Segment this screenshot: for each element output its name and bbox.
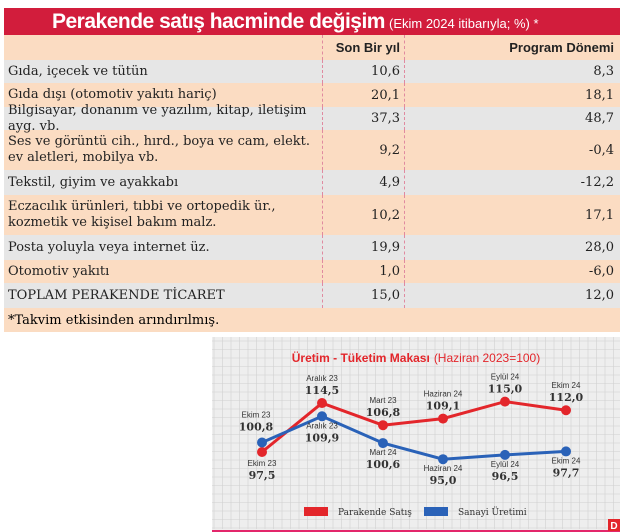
data-point <box>561 405 571 416</box>
data-point <box>438 454 448 465</box>
row-label: Bilgisayar, donanım ve yazılım, kitap, i… <box>8 102 307 134</box>
series-line-0 <box>261 400 567 454</box>
point-value-label: 95,0 <box>430 474 457 487</box>
point-value-label: 100,6 <box>366 458 401 471</box>
row-last-year: 1,0 <box>322 260 405 283</box>
legend-swatch <box>424 507 448 516</box>
row-program: 28,0 <box>585 240 614 255</box>
table-row: Tekstil, giyim ve ayakkabı 4,9 -12,2 <box>4 170 620 195</box>
row-last-year: 37,3 <box>322 107 405 130</box>
data-point <box>500 449 510 460</box>
data-point <box>438 413 448 424</box>
legend-label: Sanayi Üretimi <box>458 506 527 518</box>
row-last-year: 4,9 <box>322 170 405 195</box>
point-value-label: 106,8 <box>366 406 401 419</box>
point-period-label: Eylül 24 <box>491 460 520 469</box>
row-program: 17,1 <box>585 207 614 223</box>
chart-title: Üretim - Tüketim Makası (Haziran 2023=100… <box>292 350 540 365</box>
table-row: Bilgisayar, donanım ve yazılım, kitap, i… <box>4 103 620 134</box>
row-program: 8,3 <box>593 64 614 79</box>
legend-label: Parakende Satış <box>338 508 412 518</box>
row-program: 18,1 <box>585 87 614 103</box>
row-last-year: 15,0 <box>322 283 405 308</box>
point-period-label: Haziran 24 <box>424 390 463 399</box>
table-row: Ses ve görüntü cih., hırd., boya ve cam,… <box>4 130 620 170</box>
point-value-label: 97,7 <box>553 466 580 479</box>
point-value-label: 109,9 <box>305 431 339 444</box>
row-label: Eczacılık ürünleri, tıbbi ve ortopedik ü… <box>8 199 276 230</box>
point-value-label: 112,0 <box>549 391 584 404</box>
row-label: Gıda, içecek ve tütün <box>8 63 148 79</box>
title-main: Perakende satış hacminde değişim <box>52 10 385 33</box>
row-label: Posta yoluyla veya internet üz. <box>8 239 210 255</box>
point-period-label: Ekim 23 <box>242 410 271 419</box>
row-program: 48,7 <box>585 111 614 126</box>
point-period-label: Mart 23 <box>369 396 397 405</box>
footnote: *Takvim etkisinden arındırılmış. <box>4 308 620 332</box>
data-point <box>561 446 571 457</box>
row-program: 12,0 <box>585 288 614 303</box>
point-value-label: 100,8 <box>239 420 274 433</box>
point-value-label: 114,5 <box>305 384 339 397</box>
point-period-label: Ekim 24 <box>552 456 581 465</box>
row-label: TOPLAM PERAKENDE TİCARET <box>8 287 225 303</box>
logo-badge <box>608 519 620 531</box>
table-row: Gıda, içecek ve tütün 10,6 8,3 <box>4 60 620 83</box>
point-period-label: Eylül 24 <box>491 373 520 382</box>
point-value-label: 96,5 <box>492 470 519 483</box>
data-point <box>257 447 267 457</box>
row-program: -6,0 <box>588 264 614 279</box>
row-label: Gıda dışı (otomotiv yakıtı hariç) <box>8 87 217 102</box>
point-period-label: Aralık 23 <box>306 421 338 430</box>
row-last-year: 9,2 <box>322 130 405 170</box>
point-period-label: Aralık 23 <box>306 374 338 383</box>
table-row: Eczacılık ürünleri, tıbbi ve ortopedik ü… <box>4 195 620 235</box>
row-last-year: 19,9 <box>322 235 405 260</box>
point-period-label: Ekim 24 <box>552 381 581 390</box>
series-line-1 <box>261 414 567 461</box>
data-point <box>257 437 267 448</box>
retail-sales-table: Perakende satış hacminde değişim (Ekim 2… <box>4 8 620 332</box>
row-label: Ses ve görüntü cih., hırd., boya ve cam,… <box>8 134 311 165</box>
data-point <box>500 396 510 407</box>
row-program: -0,4 <box>588 142 614 158</box>
data-point <box>317 398 327 409</box>
data-point <box>317 411 327 422</box>
header-last-year: Son Bir yıl <box>322 35 405 60</box>
row-label: Otomotiv yakıtı <box>8 263 110 279</box>
row-last-year: 10,6 <box>322 60 405 83</box>
table-row: Otomotiv yakıtı 1,0 -6,0 <box>4 260 620 283</box>
point-period-label: Ekim 23 <box>248 459 277 468</box>
production-consumption-chart: Üretim - Tüketim Makası (Haziran 2023=100… <box>212 337 620 532</box>
point-value-label: 109,1 <box>426 400 460 413</box>
point-value-label: 115,0 <box>488 383 523 396</box>
legend-swatch <box>304 507 328 516</box>
point-value-label: 97,5 <box>249 469 276 482</box>
point-period-label: Haziran 24 <box>424 464 463 473</box>
table-title: Perakende satış hacminde değişim (Ekim 2… <box>4 8 620 35</box>
logo-text: D <box>610 521 617 532</box>
table-row: Posta yoluyla veya internet üz. 19,9 28,0 <box>4 235 620 260</box>
header-program: Program Dönemi <box>509 40 614 55</box>
point-period-label: Mart 24 <box>369 448 397 457</box>
row-program: -12,2 <box>580 175 614 190</box>
table-row: Gıda dışı (otomotiv yakıtı hariç) 20,1 18,… <box>4 83 620 107</box>
title-sub: (Ekim 2024 itibarıyla; %) * <box>388 16 539 31</box>
row-label: Tekstil, giyim ve ayakkabı <box>8 174 179 190</box>
header-row: Son Bir yıl Program Dönemi <box>4 35 620 60</box>
row-last-year: 10,2 <box>322 195 405 235</box>
row-last-year: 20,1 <box>322 83 405 107</box>
data-point <box>378 438 388 449</box>
data-point <box>378 420 388 431</box>
table-row: TOPLAM PERAKENDE TİCARET 15,0 12,0 <box>4 283 620 308</box>
